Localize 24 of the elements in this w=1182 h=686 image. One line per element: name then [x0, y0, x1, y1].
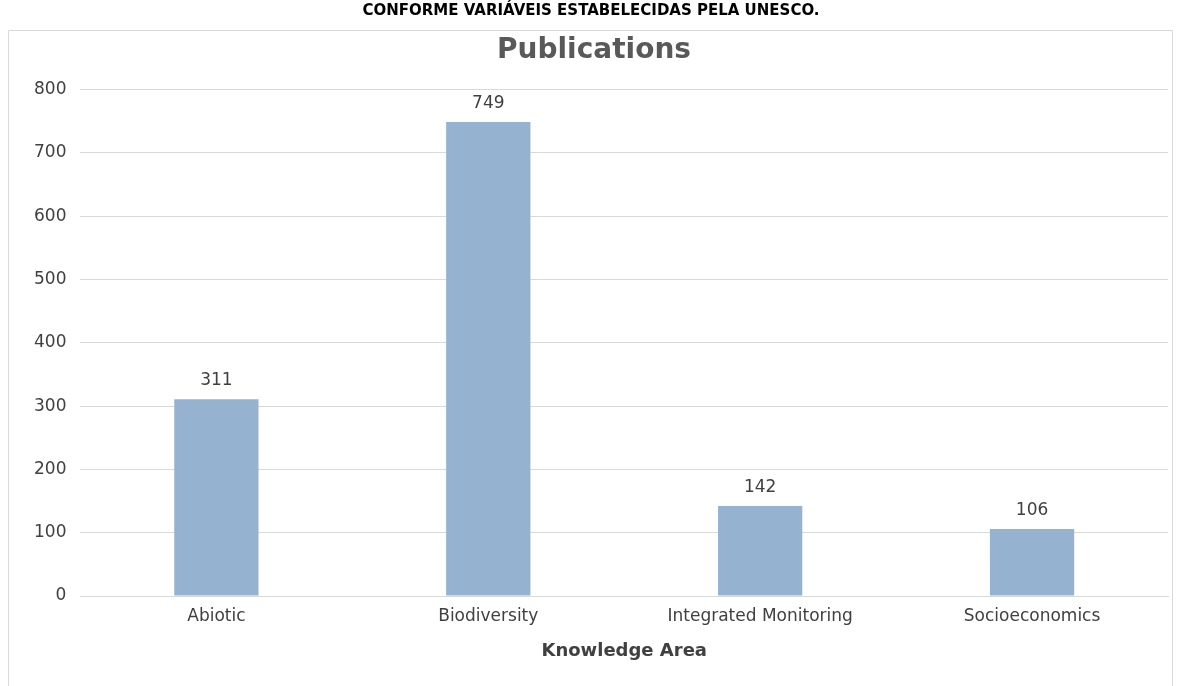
data-label: 142 [743, 476, 777, 497]
data-label: 749 [472, 91, 505, 112]
bar [989, 528, 1075, 596]
y-tick-label: 500 [33, 267, 67, 288]
x-tick-label: Integrated Monitoring [667, 604, 853, 625]
bar [174, 399, 259, 596]
y-tick-label: 400 [33, 331, 67, 352]
bar [446, 121, 531, 596]
y-tick-label: 200 [33, 457, 67, 478]
y-tick-label: 700 [33, 141, 67, 162]
x-tick-label: Biodiversity [438, 604, 539, 625]
x-tick-label: Socioeconomics [963, 604, 1101, 625]
y-tick-label: 300 [33, 394, 67, 415]
chart-title: Publications [496, 32, 692, 66]
bar [718, 506, 803, 596]
x-axis-title: Knowledge Area [541, 638, 707, 660]
data-label: 106 [1015, 498, 1049, 519]
data-label: 311 [200, 369, 233, 390]
y-tick-label: 800 [33, 78, 67, 99]
x-tick-label: Abiotic [187, 604, 246, 625]
y-tick-label: 100 [33, 521, 67, 542]
text: CONFORME VARIÁVEIS ESTABELECIDAS PELA UNESCO. [362, 0, 820, 20]
y-tick-label: 600 [33, 204, 67, 225]
y-tick-label: 0 [55, 584, 67, 605]
